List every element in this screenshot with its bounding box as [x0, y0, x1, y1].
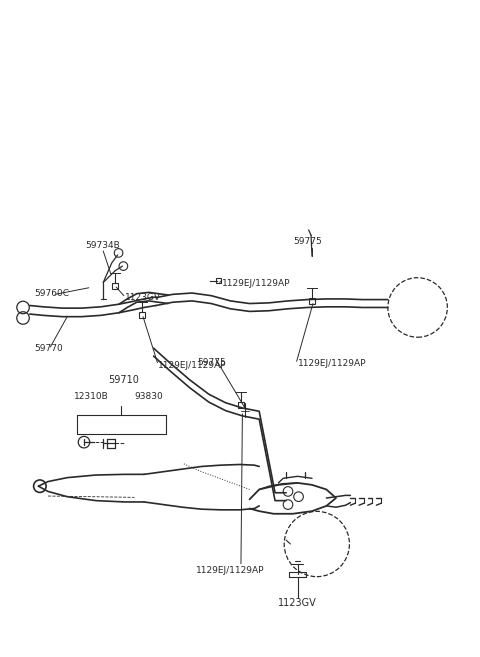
FancyBboxPatch shape: [309, 298, 315, 304]
FancyBboxPatch shape: [239, 402, 244, 409]
Text: 59775: 59775: [197, 358, 226, 367]
Text: 59734B: 59734B: [85, 240, 120, 250]
Text: 1129EJ/1129AP: 1129EJ/1129AP: [298, 359, 366, 369]
Text: 1123GV: 1123GV: [125, 293, 161, 302]
Text: 59770: 59770: [35, 344, 63, 353]
FancyBboxPatch shape: [112, 283, 118, 289]
Text: 59775: 59775: [293, 237, 322, 246]
Text: 59710: 59710: [108, 374, 139, 385]
Text: 1129EJ/1129AP: 1129EJ/1129AP: [196, 566, 264, 575]
Text: 1129EJ/1129AP: 1129EJ/1129AP: [158, 361, 227, 370]
Text: 1129EJ/1129AP: 1129EJ/1129AP: [222, 279, 290, 288]
FancyBboxPatch shape: [216, 278, 221, 283]
Text: 93830: 93830: [134, 392, 163, 401]
Text: 12310B: 12310B: [74, 392, 108, 401]
FancyBboxPatch shape: [139, 312, 145, 319]
Text: 59760C: 59760C: [35, 289, 70, 298]
Text: 1123GV: 1123GV: [278, 598, 317, 608]
